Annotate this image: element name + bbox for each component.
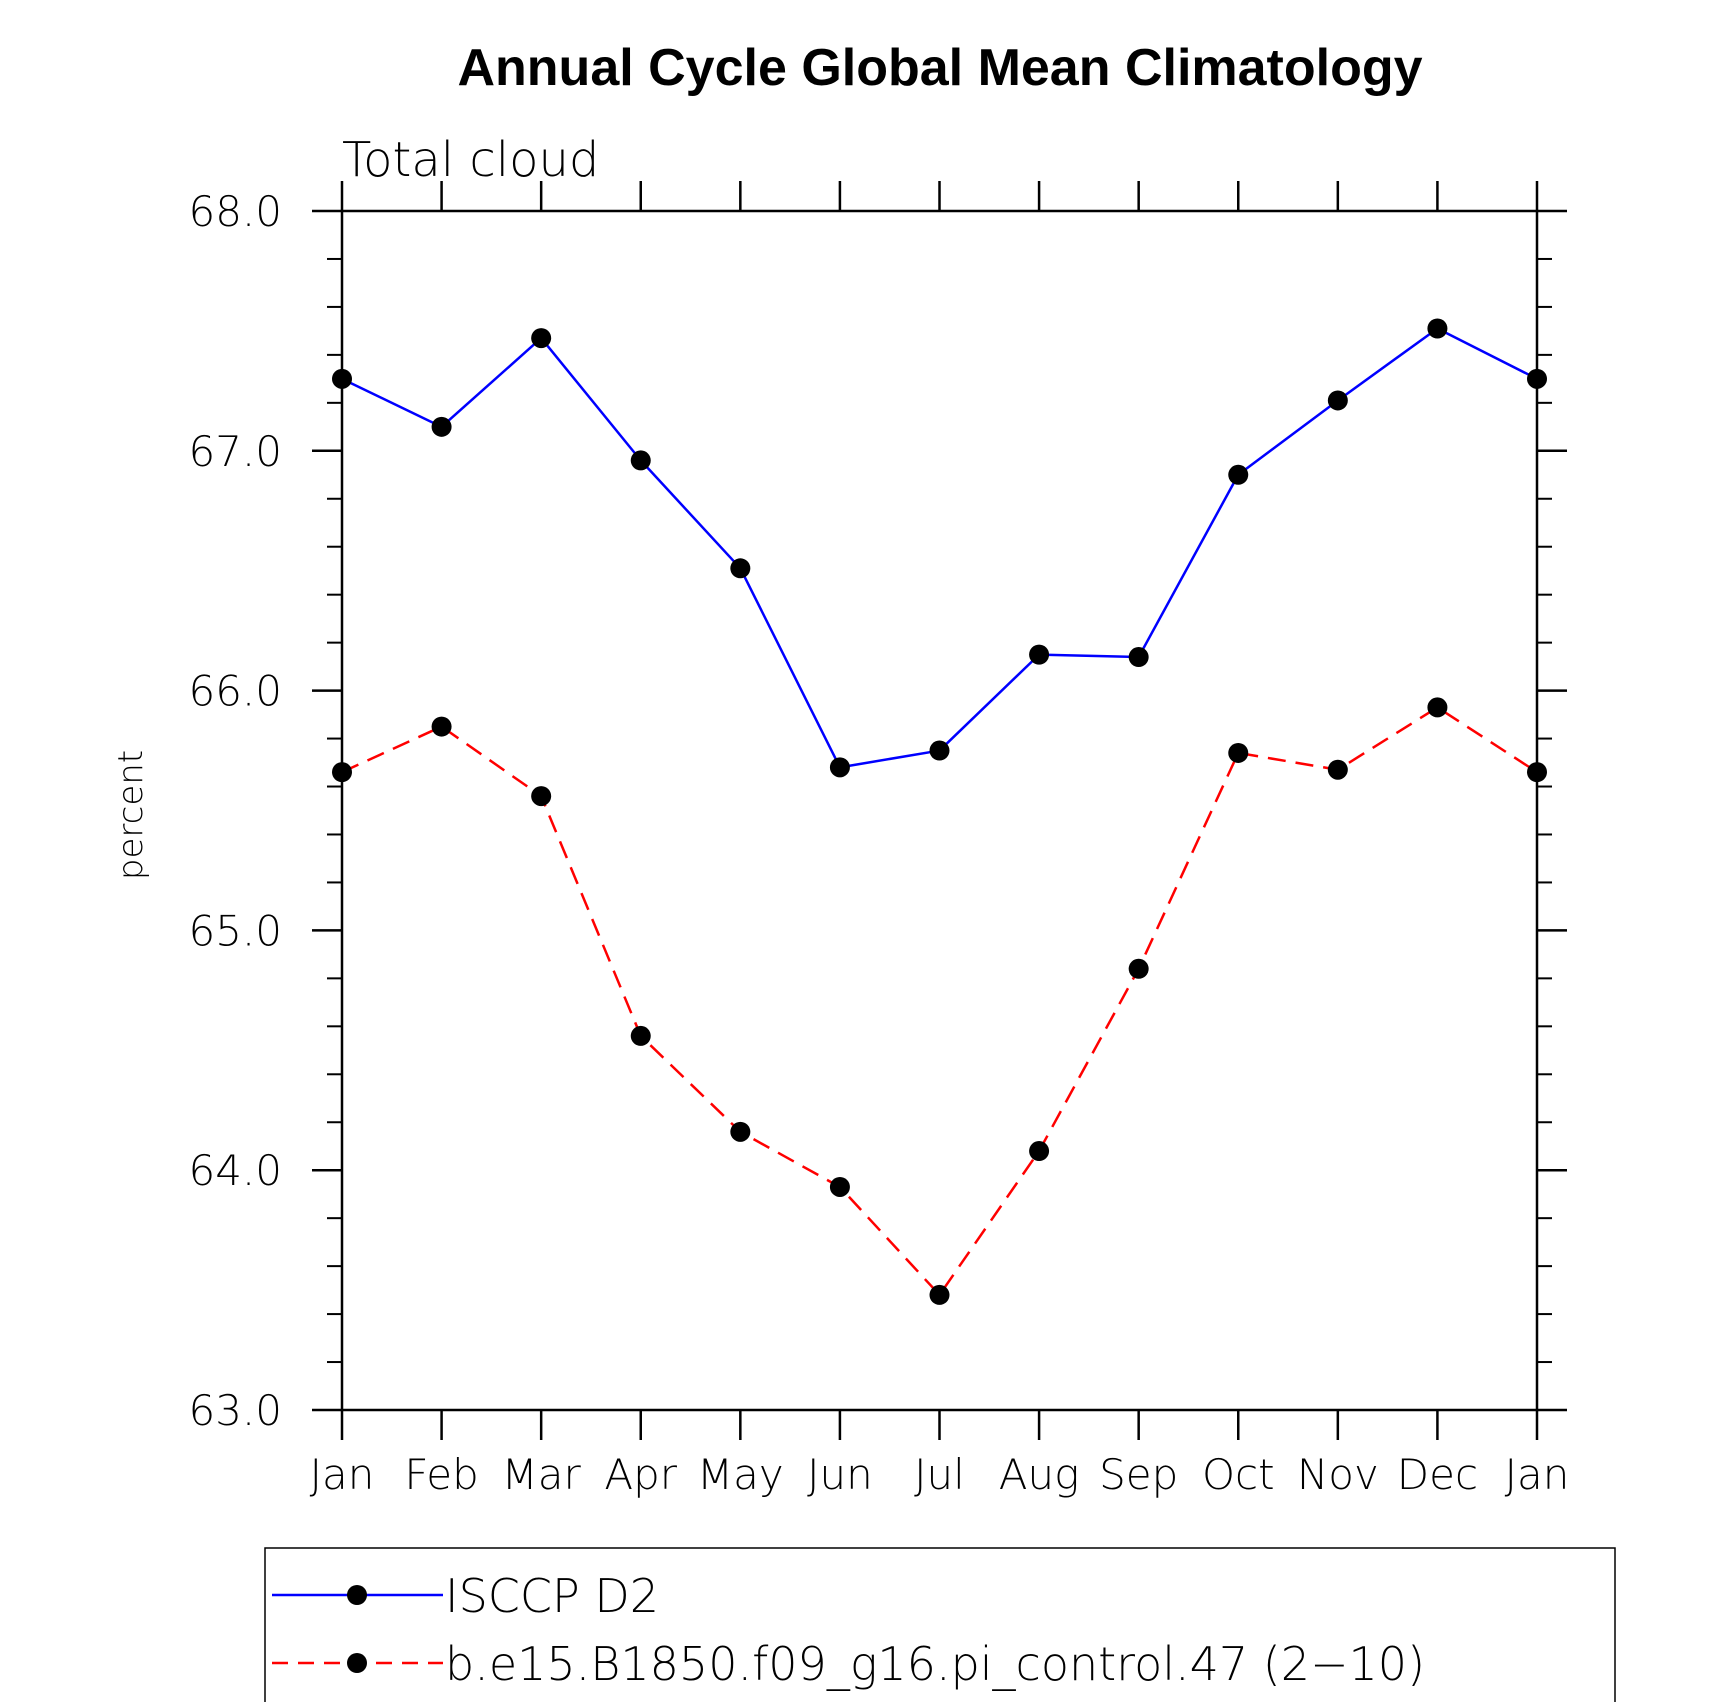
- x-tick-label: Dec: [1397, 1450, 1478, 1499]
- x-tick-label: Jun: [807, 1450, 873, 1499]
- chart-title: Annual Cycle Global Mean Climatology: [457, 39, 1422, 97]
- x-tick-label: Apr: [604, 1450, 677, 1499]
- legend-label-isccp: ISCCP D2: [445, 1569, 659, 1623]
- data-point-series-1: [1527, 762, 1547, 783]
- minor-ticks: [327, 257, 1552, 1364]
- data-point-series-1: [630, 1025, 651, 1046]
- series-lines: [341, 327, 1538, 1297]
- y-axis-label: percent: [111, 750, 151, 880]
- data-point-series-1: [1427, 697, 1448, 718]
- legend-marker-isccp: [347, 1585, 367, 1605]
- y-tick-label: 65.0: [188, 906, 282, 955]
- y-tick-label: 63.0: [188, 1386, 282, 1435]
- data-point-series-1: [829, 1176, 850, 1197]
- x-tick-label: Sep: [1099, 1450, 1178, 1499]
- y-tick-label: 64.0: [188, 1146, 282, 1195]
- data-point-series-0: [829, 757, 850, 778]
- data-point-series-0: [332, 368, 352, 389]
- chart-subtitle: Total cloud: [342, 132, 599, 188]
- legend: ISCCP D2 b.e15.B1850.f09_g16.pi_control.…: [264, 1547, 1616, 1702]
- data-point-series-0: [730, 558, 751, 579]
- data-point-series-0: [1228, 464, 1249, 485]
- data-point-series-0: [531, 328, 552, 349]
- x-tick-label: Nov: [1297, 1450, 1379, 1499]
- series-line-1: [341, 706, 1538, 1297]
- data-point-series-0: [1128, 647, 1149, 668]
- data-point-series-1: [1029, 1141, 1050, 1162]
- data-point-series-0: [1527, 368, 1547, 389]
- y-tick-label: 67.0: [188, 427, 282, 476]
- y-tick-labels: 63.0 64.0 65.0 66.0 67.0 68.0: [188, 187, 282, 1435]
- x-tick-label: Mar: [502, 1450, 582, 1499]
- x-tick-label: Aug: [999, 1450, 1080, 1499]
- data-point-series-1: [1128, 958, 1149, 979]
- data-point-series-0: [1427, 318, 1448, 339]
- data-point-series-0: [1029, 644, 1050, 665]
- legend-box: [264, 1547, 1616, 1702]
- data-point-series-1: [929, 1284, 950, 1305]
- series-markers: [332, 318, 1547, 1305]
- data-point-series-1: [531, 786, 552, 807]
- x-tick-label: Jan: [310, 1450, 375, 1499]
- data-point-series-1: [332, 762, 352, 783]
- x-tick-label: Jan: [1505, 1450, 1570, 1499]
- data-point-series-0: [1327, 390, 1348, 411]
- data-point-series-1: [730, 1121, 751, 1142]
- data-point-series-1: [1228, 742, 1249, 763]
- x-tick-label: Oct: [1202, 1450, 1275, 1499]
- major-ticks: [312, 181, 1567, 1440]
- y-tick-label: 68.0: [188, 187, 282, 236]
- data-point-series-0: [630, 450, 651, 471]
- plot-frame: [340, 209, 1539, 1412]
- data-point-series-0: [929, 740, 950, 761]
- x-tick-label: May: [697, 1450, 784, 1499]
- data-point-series-1: [1327, 759, 1348, 780]
- data-point-series-0: [431, 416, 452, 437]
- legend-marker-model: [347, 1653, 367, 1673]
- x-tick-label: Feb: [404, 1450, 478, 1499]
- data-point-series-1: [431, 716, 452, 737]
- x-tick-label: Jul: [914, 1450, 965, 1499]
- series-line-0: [341, 327, 1538, 769]
- legend-label-model: b.e15.B1850.f09_g16.pi_control.47 (2−10): [445, 1637, 1425, 1691]
- y-tick-label: 66.0: [188, 667, 282, 716]
- x-tick-labels: Jan Feb Mar Apr May Jun Jul Aug Sep Oct Nov Dec Jan: [310, 1450, 1570, 1499]
